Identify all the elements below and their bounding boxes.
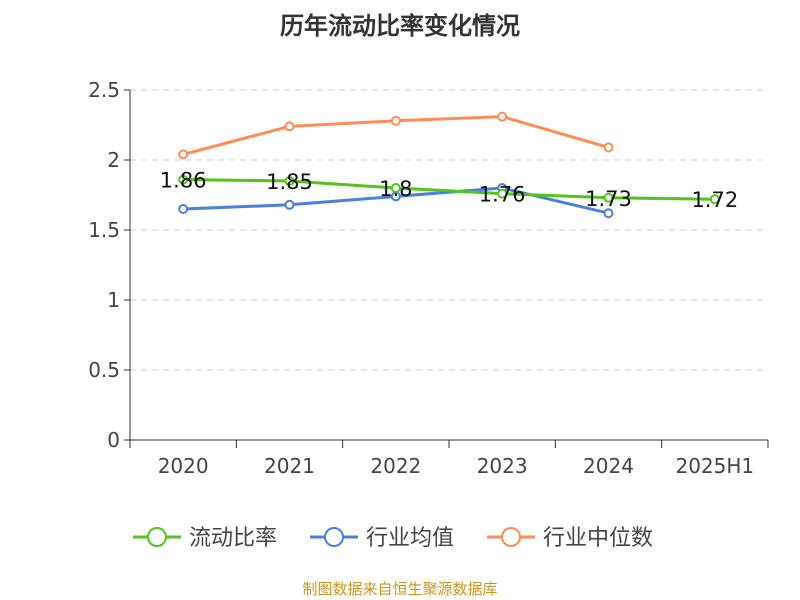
legend-label: 行业中位数 xyxy=(543,526,653,551)
data-label: 1.85 xyxy=(266,170,313,194)
legend-marker xyxy=(324,527,344,547)
data-point xyxy=(497,188,508,199)
x-tick-label: 2025H1 xyxy=(675,454,754,478)
y-tick-label: 0.5 xyxy=(88,358,120,382)
data-source-note: 制图数据来自恒生聚源数据库 xyxy=(302,580,498,598)
x-tick-label: 2022 xyxy=(370,454,421,478)
data-point xyxy=(603,208,614,219)
data-point xyxy=(178,149,189,160)
data-point xyxy=(603,192,614,203)
data-point xyxy=(497,111,508,122)
data-point xyxy=(390,183,401,193)
series-line-流动比率 xyxy=(183,178,715,201)
x-tick-label: 2021 xyxy=(264,454,315,478)
y-tick-label: 2 xyxy=(107,148,120,172)
x-tick-label: 2023 xyxy=(477,454,528,478)
x-tick-label: 2024 xyxy=(583,454,634,478)
data-label: 1.76 xyxy=(479,183,526,207)
data-label: 1.86 xyxy=(160,169,207,193)
data-point xyxy=(709,194,720,205)
y-tick-label: 0 xyxy=(107,428,120,452)
legend-marker xyxy=(501,527,521,547)
legend-label: 行业均值 xyxy=(366,526,454,551)
chart-title: 历年流动比率变化情况 xyxy=(280,12,520,40)
x-tick-label: 2020 xyxy=(158,454,209,478)
data-point xyxy=(284,199,295,210)
data-point xyxy=(390,115,401,126)
data-label: 1.72 xyxy=(691,188,738,212)
data-point xyxy=(603,142,614,153)
legend-marker xyxy=(147,527,167,547)
data-point xyxy=(284,176,295,186)
y-tick-label: 2.5 xyxy=(88,78,120,102)
data-label: 1.73 xyxy=(585,187,632,211)
data-point xyxy=(178,204,189,214)
legend-label: 流动比率 xyxy=(189,526,277,551)
data-point xyxy=(284,121,295,132)
y-tick-label: 1 xyxy=(107,288,120,312)
data-label: 1.8 xyxy=(379,177,412,201)
y-tick-label: 1.5 xyxy=(88,218,120,242)
data-point xyxy=(178,174,189,185)
